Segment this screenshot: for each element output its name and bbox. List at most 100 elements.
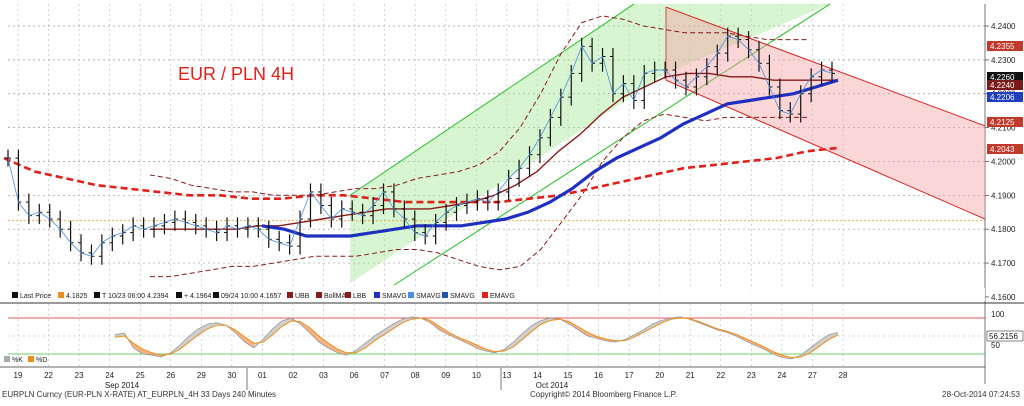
oscillator-fill (643, 324, 653, 333)
date-tick-label: 25 (136, 371, 145, 380)
oscillator-fill (318, 336, 329, 348)
price-tag-label: 4.2206 (990, 93, 1015, 102)
date-tick-label: 13 (502, 371, 511, 380)
price-line (7, 35, 833, 257)
oscillator-tick-label: 50 (991, 341, 1000, 350)
date-tick-label: 30 (227, 371, 236, 380)
oscillator-fill (244, 337, 255, 348)
legend-label: LBB (353, 293, 367, 300)
oscillator-fill (356, 343, 366, 353)
oscillator-fill (569, 321, 579, 330)
date-tick-label: 01 (258, 371, 267, 380)
legend-label: UBB (295, 293, 310, 300)
date-tick-label: 08 (411, 371, 420, 380)
oscillator-fill (457, 337, 468, 344)
legend-label: BollMA (324, 293, 347, 300)
legend-label: SMAVG (416, 293, 441, 300)
price-tag-label: 4.2260 (990, 73, 1015, 82)
oscillator-fill (263, 328, 273, 342)
oscillator-fill (272, 321, 282, 335)
oscillator-fill (383, 324, 394, 335)
oscillator-legend-swatch (4, 356, 10, 362)
legend-swatch (408, 292, 414, 298)
sma-line (261, 78, 839, 238)
oscillator-legend-swatch (28, 356, 34, 362)
oscillator-fill (467, 340, 477, 348)
green-channel-upper (349, 3, 635, 196)
red-channel-fill (666, 7, 985, 220)
oscillator-fill (142, 349, 153, 356)
oscillator-fill (374, 330, 384, 341)
bollinger-upper-line (149, 15, 808, 196)
legend-label: SMAVG (450, 293, 475, 300)
date-tick-label: 21 (686, 371, 695, 380)
oscillator-fill (745, 338, 755, 345)
chart-title: EUR / PLN 4H (178, 64, 294, 84)
date-tick-label: 23 (747, 371, 756, 380)
legend-swatch (287, 292, 293, 298)
legend-label: 09/24 10:00 4.1657 (221, 293, 281, 300)
legend-swatch (176, 292, 182, 298)
oscillator-fill (337, 349, 347, 356)
oscillator-fill (402, 316, 412, 323)
oscillator-fill (736, 334, 746, 341)
legend-swatch (316, 292, 322, 298)
price-tag-label: 4.2355 (990, 42, 1015, 51)
oscillator-fill (133, 343, 143, 354)
legend-swatch (442, 292, 448, 298)
price-tag-box (987, 144, 1023, 154)
legend-swatch (213, 292, 219, 298)
oscillator-fill (652, 320, 662, 328)
price-tag-box (987, 72, 1023, 82)
price-tag-box (987, 41, 1023, 51)
legend-label: + 4.1964 (184, 293, 212, 300)
oscillator-value-box (986, 330, 1024, 342)
legend-label: EMAVG (490, 293, 515, 300)
oscillator-fill (819, 334, 829, 347)
oscillator-fill (541, 318, 551, 324)
oscillator-fill (634, 330, 644, 338)
date-tick-label: 07 (380, 371, 389, 380)
oscillator-fill (365, 336, 375, 348)
oscillator-fill (300, 321, 310, 333)
legend-swatch (58, 292, 64, 298)
oscillator-d-line (114, 317, 839, 359)
date-tick-label: 16 (594, 371, 603, 380)
legend-label: SMAVG (382, 293, 407, 300)
oscillator-fill (281, 318, 292, 327)
date-tick-label: 10 (472, 371, 481, 380)
green-channel-lower (393, 3, 831, 286)
date-tick-label: 19 (14, 371, 23, 380)
price-tag-box (987, 80, 1023, 90)
footer-bar: EURPLN Curncy (EUR-PLN X-RATE) AT_EURPLN… (0, 390, 1024, 401)
price-tick-label: 4.2300 (991, 56, 1016, 65)
legend-swatch (482, 292, 488, 298)
date-tick-label: 27 (808, 371, 817, 380)
legend-swatch (94, 292, 100, 298)
price-tick-label: 4.2000 (991, 157, 1016, 166)
footer-copyright: Copyright© 2014 Bloomberg Finance L.P. (530, 390, 678, 399)
date-tick-label: 29 (197, 371, 206, 380)
legend-label: 4.1825 (66, 293, 88, 300)
date-tick-label: 02 (289, 371, 298, 380)
footer-security-info: EURPLN Curncy (EUR-PLN X-RATE) AT_EURPLN… (2, 390, 277, 399)
oscillator-fill (810, 340, 820, 353)
oscillator-legend-label: %D (36, 357, 47, 364)
price-tag-box (987, 117, 1023, 127)
month-label: Oct 2014 (536, 381, 569, 390)
date-tick-label: 06 (350, 371, 359, 380)
date-tick-label: 09 (441, 371, 450, 380)
oscillator-fill (430, 320, 440, 330)
legend-label: Last Price (20, 293, 51, 300)
date-tick-label: 28 (839, 371, 848, 380)
date-tick-label: 17 (625, 371, 634, 380)
date-tick-label: 14 (533, 371, 542, 380)
price-tick-label: 4.1800 (991, 225, 1016, 234)
oscillator-fill (754, 342, 764, 350)
date-tick-label: 24 (105, 371, 114, 380)
date-tick-label: 26 (166, 371, 175, 380)
date-tick-label: 23 (75, 371, 84, 380)
legend-swatch (345, 292, 351, 298)
oscillator-fill (179, 336, 190, 350)
